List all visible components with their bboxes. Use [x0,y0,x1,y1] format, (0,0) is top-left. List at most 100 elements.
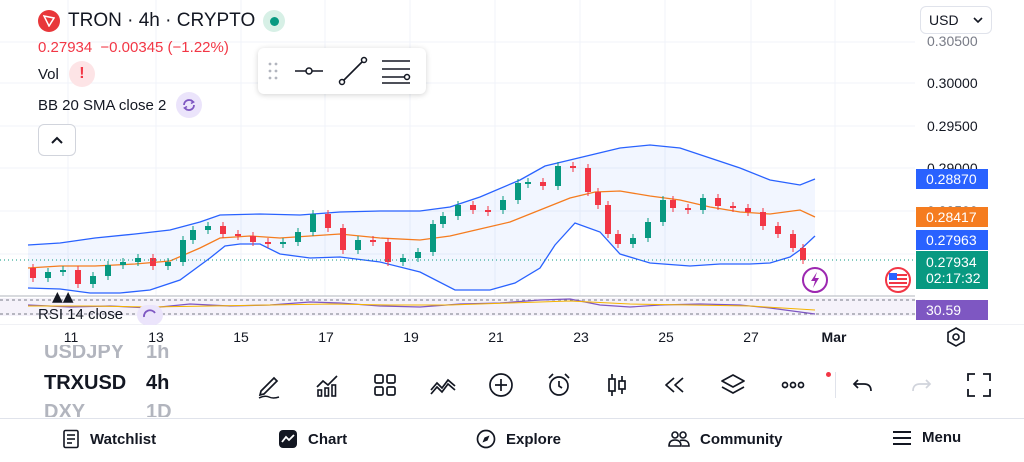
redo-button[interactable] [904,368,938,402]
candle-body [515,183,521,200]
drag-handle-icon[interactable] [268,61,278,81]
layouts-button[interactable] [368,368,402,402]
timeframe-selected[interactable]: 4h [146,372,170,394]
notification-dot [826,372,831,377]
layers-icon [721,374,745,394]
compare-button[interactable] [426,368,460,402]
candle-body [295,232,301,242]
horizontal-line-tool-icon[interactable] [294,61,324,81]
chevron-up-icon [51,136,63,144]
candle-body [605,205,611,234]
more-button[interactable] [776,368,810,402]
symbol-selected[interactable]: TRXUSD [44,372,127,394]
nav-watchlist[interactable]: Watchlist [62,429,156,449]
fullscreen-button[interactable] [962,368,996,402]
rsi-pane-background [0,298,915,316]
rewind-icon [665,377,684,393]
pencil-icon [258,376,280,399]
indicator-vol[interactable]: Vol ! [38,61,95,87]
nav-community[interactable]: Community [668,429,783,449]
symbol-timeframe[interactable]: 1h [146,345,170,363]
currency-select[interactable]: USD [920,6,992,34]
chart-area[interactable]: ▲▲ TRON · 4h · CRYPTO 0.27934 −0.00345 (… [0,0,1024,325]
candle-body [540,182,546,186]
candle-body [455,205,461,216]
object-tree-button[interactable] [716,368,750,402]
indicators-icon [316,375,338,397]
bottom-navigation[interactable]: Watchlist Chart Explore Community Menu [0,418,1024,462]
price-chart[interactable]: ▲▲ [0,0,1024,325]
chart-icon [279,430,297,448]
loading-sync-icon[interactable] [176,92,203,118]
warning-icon[interactable]: ! [68,61,95,87]
symbol-picker[interactable]: USDJPY 1h TRXUSD 4h DXY 1D [44,345,184,417]
candle-body [440,216,446,224]
chart-type-button[interactable] [600,368,634,402]
candle-body [165,262,171,266]
rsi-value-tag: 30.59 [916,300,988,320]
indicator-bb-label[interactable]: BB 20 SMA close 2 [38,96,167,114]
nav-menu-label: Menu [922,429,962,446]
time-tick: 23 [573,329,589,345]
bb-basis-price-tag: 0.28417 [916,207,988,227]
candle-body [370,240,376,242]
symbol-option[interactable]: USDJPY [44,345,125,363]
candle-body [60,270,66,272]
replay-button[interactable] [658,368,692,402]
nav-explore[interactable]: Explore [476,429,561,449]
bb-lower-price-tag: 0.27963 [916,230,988,250]
candlestick-series [30,162,806,288]
bollinger-band-fill [28,145,815,293]
rsi-loading-icon[interactable] [137,305,163,325]
fib-retracement-tool-icon[interactable] [380,57,412,85]
indicator-vol-label[interactable]: Vol [38,65,59,83]
lightning-alert-icon[interactable] [801,266,829,294]
indicator-rsi-label[interactable]: RSI 14 close [38,306,124,323]
time-tick: 21 [488,329,504,345]
candle-body [180,240,186,262]
indicators-button[interactable] [310,368,344,402]
price-change-line: 0.27934 −0.00345 (−1.22%) [38,39,229,56]
candle-body [470,205,476,210]
last-price-tag-value: 0.27934 [926,254,977,270]
trend-line-tool-icon[interactable] [338,56,368,86]
candle-body [585,168,591,192]
nav-menu[interactable]: Menu [892,429,961,446]
candle-body [280,242,286,244]
symbol-timeframe[interactable]: 1D [146,401,172,417]
symbol-header[interactable]: TRON · 4h · CRYPTO [38,10,286,32]
symbol-title[interactable]: TRON · 4h · CRYPTO [68,10,256,31]
candle-body [135,258,141,262]
nav-chart[interactable]: Chart [278,429,347,449]
alert-button[interactable] [542,368,576,402]
nav-explore-label: Explore [506,430,562,448]
alarm-clock-icon [548,373,570,396]
symbol-option[interactable]: DXY [44,401,86,417]
candle-body [220,226,226,234]
last-price: 0.27934 [38,39,93,56]
candle-body [570,166,576,168]
us-flag-icon[interactable] [884,266,912,294]
compass-icon [476,429,496,449]
undo-button[interactable] [846,368,880,402]
candle-body [645,222,651,238]
add-symbol-button[interactable] [484,368,518,402]
collapse-legend-button[interactable] [38,124,76,156]
candle-body [415,252,421,258]
time-tick: Mar [821,329,847,345]
time-tick: 15 [233,329,249,345]
chart-marker-glyph: ▲▲ [52,289,74,305]
chart-settings-icon[interactable] [945,326,967,348]
drawing-tools-button[interactable] [252,368,286,402]
price-change: −0.00345 (−1.22%) [100,39,229,56]
candle-body [715,198,721,206]
price-tick: 0.30000 [927,75,978,91]
candle-body [760,212,766,226]
market-open-indicator-icon[interactable] [263,10,286,32]
drawing-toolbar[interactable] [258,48,426,94]
time-tick: 25 [658,329,674,345]
menu-icon [893,430,911,445]
candles-icon [608,374,626,396]
indicator-bb[interactable]: BB 20 SMA close 2 [38,92,203,118]
candle-body [790,234,796,248]
